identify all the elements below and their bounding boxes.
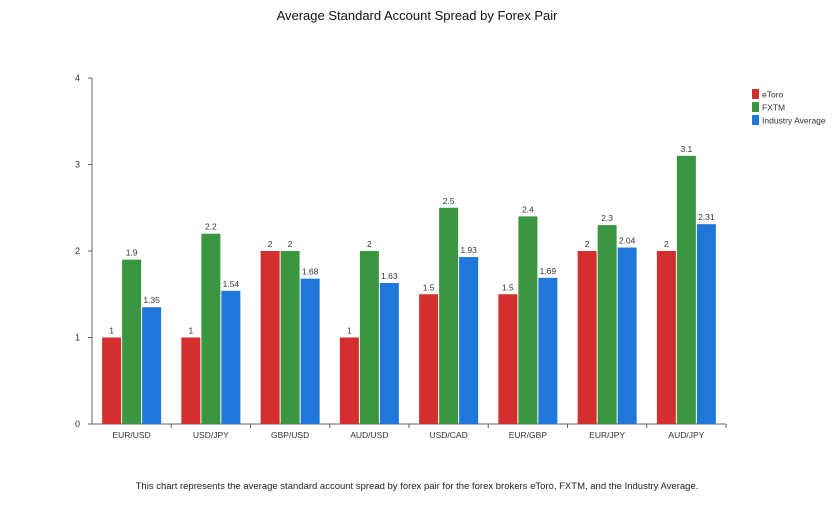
bar-etoro	[102, 337, 122, 424]
bar-etoro	[577, 251, 597, 424]
data-label: 1.63	[381, 271, 398, 281]
x-tick-label: AUD/USD	[350, 430, 388, 440]
x-tick-label: EUR/USD	[112, 430, 150, 440]
bar-industry-average	[538, 277, 558, 424]
data-label: 1	[189, 326, 194, 336]
chart-legend: eToro FXTM Industry Average	[752, 89, 826, 126]
x-tick-label: EUR/GBP	[509, 430, 548, 440]
bar-industry-average	[459, 257, 479, 424]
bar-industry-average	[696, 224, 716, 424]
x-tick-label: USD/CAD	[429, 430, 467, 440]
data-label: 1	[347, 326, 352, 336]
bar-etoro	[260, 251, 280, 424]
chart-axes: 0 1 2 3 4 EUR/USD USD/JPY GBP/USD AUD/USD USD/CAD…	[75, 73, 727, 440]
data-label: 1.69	[540, 266, 557, 276]
bar-industry-average	[142, 307, 162, 424]
y-tick-label: 0	[75, 419, 80, 429]
data-label: 2.2	[205, 222, 217, 232]
data-label: 1.9	[126, 248, 138, 258]
bar-fxtm	[439, 207, 459, 424]
x-tick-label: EUR/JPY	[589, 430, 625, 440]
bar-industry-average	[300, 278, 320, 424]
bar-industry-average	[379, 283, 399, 424]
bar-fxtm	[597, 225, 617, 424]
data-label: 1.35	[143, 295, 160, 305]
x-tick-label: AUD/JPY	[668, 430, 704, 440]
x-tick-label: GBP/USD	[271, 430, 309, 440]
data-label: 1.68	[302, 267, 319, 277]
data-label: 2	[288, 239, 293, 249]
data-label: 2.4	[522, 204, 534, 214]
bar-industry-average	[617, 247, 637, 424]
data-label: 2.3	[601, 213, 613, 223]
legend-swatch	[752, 89, 759, 99]
bar-fxtm	[676, 155, 696, 424]
legend-swatch	[752, 102, 759, 112]
data-label: 2.04	[619, 236, 636, 246]
bar-etoro	[419, 294, 439, 424]
bar-fxtm	[122, 259, 142, 424]
bar-etoro	[498, 294, 518, 424]
data-label: 1	[109, 326, 114, 336]
bar-etoro	[339, 337, 359, 424]
data-label: 1.54	[223, 279, 240, 289]
y-tick-label: 2	[75, 246, 80, 256]
bar-fxtm	[280, 251, 300, 424]
data-label: 1.93	[460, 245, 477, 255]
bar-fxtm	[359, 251, 379, 424]
bar-fxtm	[518, 216, 538, 424]
data-label: 2	[664, 239, 669, 249]
chart-title: Average Standard Account Spread by Forex…	[276, 8, 558, 23]
y-tick-label: 4	[75, 73, 80, 83]
data-label: 1.5	[423, 282, 435, 292]
legend-label: Industry Average	[762, 116, 826, 126]
data-label: 2	[268, 239, 273, 249]
data-label: 2.31	[698, 212, 715, 222]
bar-fxtm	[201, 233, 221, 424]
legend-swatch	[752, 115, 759, 125]
chart-bars: 1 1.9 1.35 1 2.2 1.54 2 2 1.68 1 2 1.63 1.5 2.5 1.93 1.…	[102, 144, 716, 424]
bar-industry-average	[221, 290, 241, 424]
y-tick-label: 3	[75, 160, 80, 170]
y-tick-label: 1	[75, 333, 80, 343]
x-tick-label: USD/JPY	[193, 430, 229, 440]
data-label: 1.5	[502, 282, 514, 292]
bar-etoro	[181, 337, 201, 424]
data-label: 2	[367, 239, 372, 249]
chart-caption: This chart represents the average standa…	[135, 481, 699, 492]
data-label: 2	[585, 239, 590, 249]
data-label: 2.5	[443, 196, 455, 206]
legend-label: FXTM	[762, 103, 785, 113]
data-label: 3.1	[680, 144, 692, 154]
legend-label: eToro	[762, 90, 784, 100]
bar-etoro	[656, 251, 676, 424]
